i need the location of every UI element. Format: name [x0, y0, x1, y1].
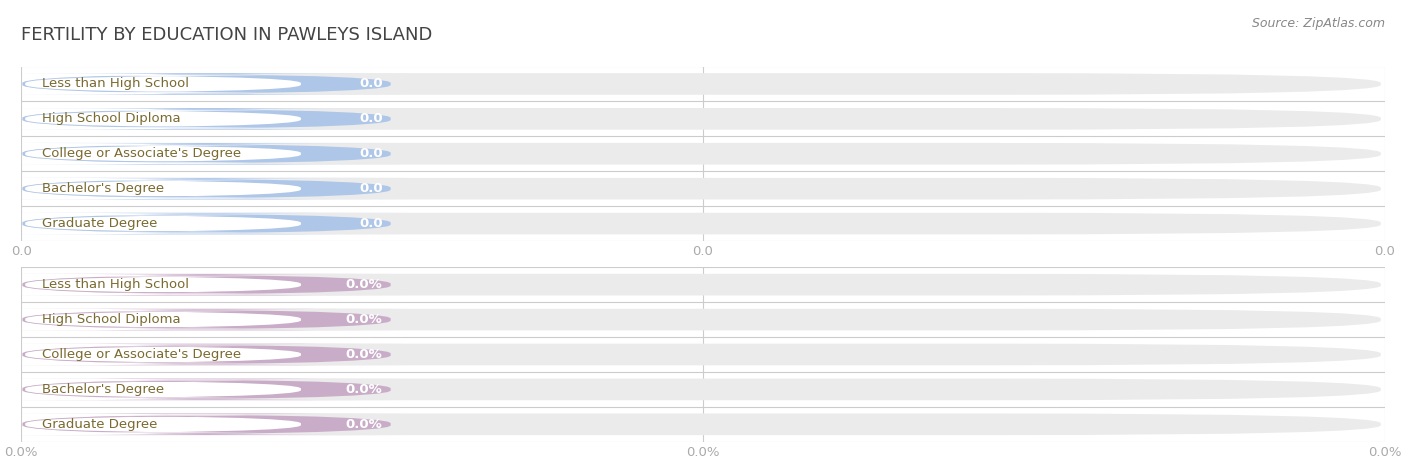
- Text: 0.0%: 0.0%: [346, 383, 382, 396]
- FancyBboxPatch shape: [0, 180, 340, 198]
- Text: Graduate Degree: Graduate Degree: [42, 418, 157, 431]
- Text: 0.0%: 0.0%: [346, 418, 382, 431]
- FancyBboxPatch shape: [22, 343, 1381, 365]
- FancyBboxPatch shape: [22, 379, 1381, 400]
- FancyBboxPatch shape: [22, 73, 1381, 95]
- FancyBboxPatch shape: [7, 274, 406, 295]
- Text: Bachelor's Degree: Bachelor's Degree: [42, 182, 163, 195]
- FancyBboxPatch shape: [7, 343, 406, 365]
- FancyBboxPatch shape: [7, 108, 406, 130]
- FancyBboxPatch shape: [7, 143, 406, 165]
- FancyBboxPatch shape: [22, 413, 1381, 435]
- Text: High School Diploma: High School Diploma: [42, 313, 180, 326]
- Text: 0.0: 0.0: [359, 147, 382, 160]
- Text: 0.0: 0.0: [359, 77, 382, 90]
- FancyBboxPatch shape: [22, 309, 1381, 331]
- Text: Source: ZipAtlas.com: Source: ZipAtlas.com: [1251, 17, 1385, 29]
- FancyBboxPatch shape: [0, 276, 340, 294]
- Text: Bachelor's Degree: Bachelor's Degree: [42, 383, 163, 396]
- Text: College or Associate's Degree: College or Associate's Degree: [42, 348, 240, 361]
- FancyBboxPatch shape: [0, 380, 340, 398]
- FancyBboxPatch shape: [7, 213, 406, 234]
- FancyBboxPatch shape: [0, 110, 340, 128]
- FancyBboxPatch shape: [7, 309, 406, 331]
- Text: College or Associate's Degree: College or Associate's Degree: [42, 147, 240, 160]
- FancyBboxPatch shape: [0, 346, 340, 363]
- FancyBboxPatch shape: [22, 108, 1381, 130]
- Text: Less than High School: Less than High School: [42, 77, 188, 90]
- Text: 0.0%: 0.0%: [346, 278, 382, 291]
- Text: 0.0: 0.0: [359, 182, 382, 195]
- Text: 0.0: 0.0: [359, 217, 382, 230]
- FancyBboxPatch shape: [7, 73, 406, 95]
- FancyBboxPatch shape: [7, 379, 406, 400]
- Text: Less than High School: Less than High School: [42, 278, 188, 291]
- FancyBboxPatch shape: [22, 274, 1381, 295]
- Text: 0.0: 0.0: [359, 113, 382, 125]
- Text: 0.0%: 0.0%: [346, 313, 382, 326]
- FancyBboxPatch shape: [22, 178, 1381, 200]
- FancyBboxPatch shape: [22, 213, 1381, 234]
- FancyBboxPatch shape: [7, 178, 406, 200]
- FancyBboxPatch shape: [0, 311, 340, 328]
- FancyBboxPatch shape: [0, 145, 340, 162]
- Text: Graduate Degree: Graduate Degree: [42, 217, 157, 230]
- FancyBboxPatch shape: [0, 215, 340, 232]
- FancyBboxPatch shape: [7, 413, 406, 435]
- FancyBboxPatch shape: [0, 416, 340, 433]
- FancyBboxPatch shape: [0, 75, 340, 93]
- Text: High School Diploma: High School Diploma: [42, 113, 180, 125]
- FancyBboxPatch shape: [22, 143, 1381, 165]
- Text: 0.0%: 0.0%: [346, 348, 382, 361]
- Text: FERTILITY BY EDUCATION IN PAWLEYS ISLAND: FERTILITY BY EDUCATION IN PAWLEYS ISLAND: [21, 26, 433, 44]
